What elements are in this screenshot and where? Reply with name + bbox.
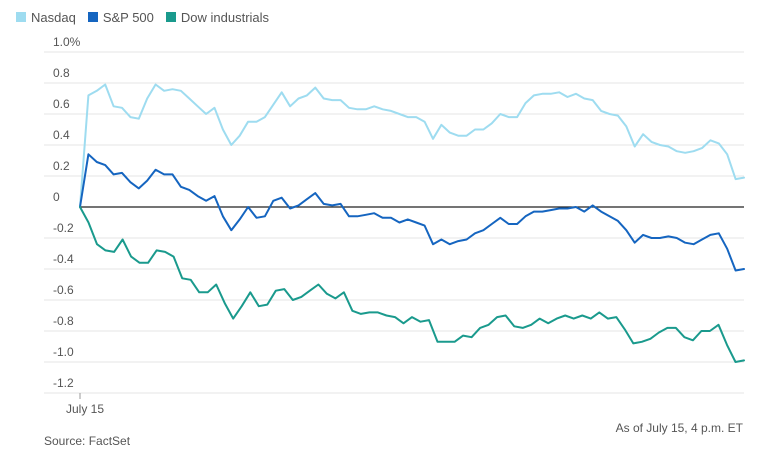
legend-swatch-nasdaq: [16, 12, 26, 22]
series-lines: [79, 83, 745, 363]
legend-label-dow: Dow industrials: [180, 9, 270, 25]
legend-label-sp500: S&P 500: [102, 9, 154, 25]
legend-item-sp500[interactable]: S&P 500: [87, 9, 154, 25]
source-note: Source: FactSet: [44, 434, 131, 448]
timestamp-note: As of July 15, 4 p.m. ET: [615, 421, 743, 435]
y-tick-label: 0.2: [53, 159, 70, 173]
series-line-dow-industrials: [79, 206, 745, 363]
y-tick-label: -0.6: [53, 283, 74, 297]
y-tick-label: -1.2: [53, 376, 74, 390]
x-tick-label: July 15: [66, 402, 104, 416]
y-tick-label: 0.6: [53, 97, 70, 111]
y-tick-label: -0.2: [53, 221, 74, 235]
y-tick-label: 0.8: [53, 66, 70, 80]
y-axis-ticks: 1.0% 0.8 0.6 0.4 0.2 0 -0.2 -0.4 -0.6 -0.8 -1.0 -1.…: [53, 35, 81, 390]
y-tick-label: -1.0: [53, 345, 74, 359]
y-tick-label: 1.0%: [53, 35, 81, 49]
series-line-s-p-500: [79, 153, 745, 272]
y-tick-label: -0.4: [53, 252, 74, 266]
legend: Nasdaq S&P 500 Dow industrials: [16, 9, 281, 25]
series-line-nasdaq: [79, 83, 745, 208]
legend-swatch-dow: [165, 12, 176, 22]
x-axis: July 15: [66, 393, 104, 416]
y-tick-label: -0.8: [53, 314, 74, 328]
legend-item-dow[interactable]: Dow industrials: [165, 9, 270, 25]
legend-item-nasdaq[interactable]: Nasdaq: [16, 10, 76, 25]
legend-label-nasdaq: Nasdaq: [31, 9, 76, 25]
gridlines: [44, 51, 744, 394]
y-tick-label: 0.4: [53, 128, 70, 142]
y-tick-label: 0: [53, 190, 60, 204]
legend-swatch-sp500: [87, 12, 98, 22]
